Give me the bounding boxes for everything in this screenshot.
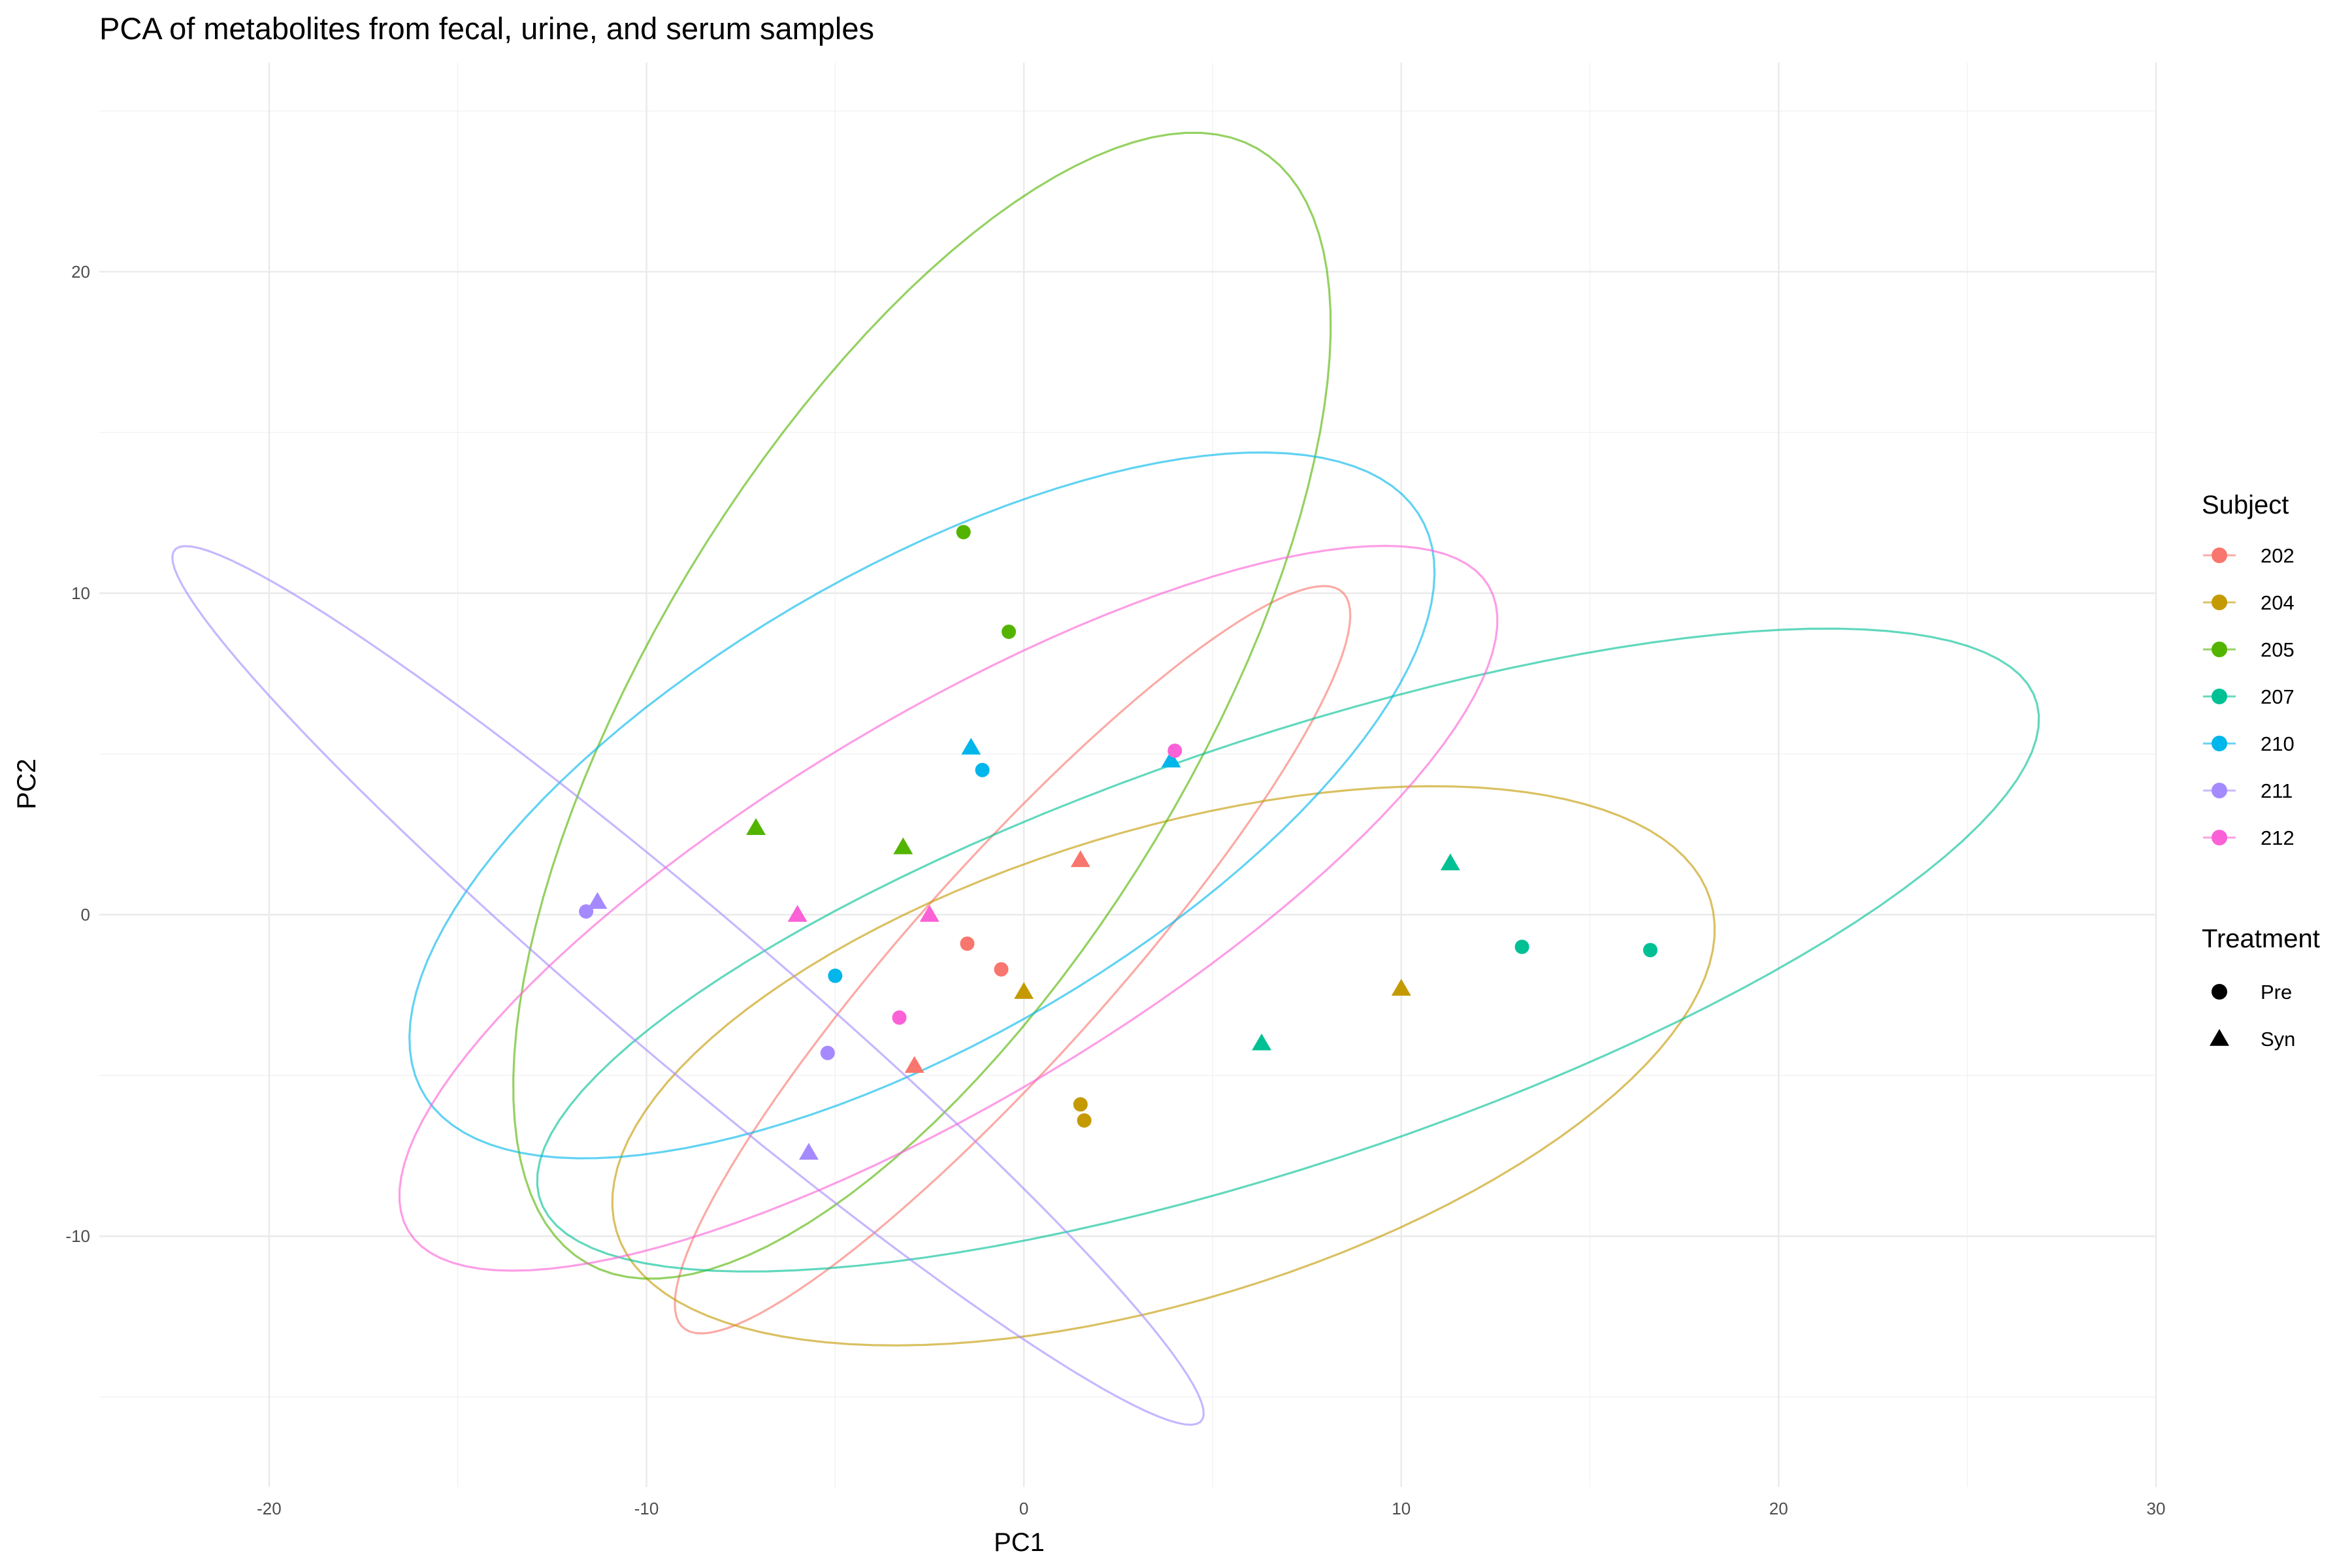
legend-entry-211: 211 [2203,779,2293,802]
legend-key-dot [2212,689,2227,704]
legend-label: 212 [2261,826,2295,849]
point-204-syn [1391,979,1411,996]
point-205-syn [893,837,913,855]
legend-entry-204: 204 [2203,591,2295,614]
ellipse-subject-207 [536,627,2040,1273]
legend-key-dot [2212,642,2227,657]
ellipse-subject-204 [611,785,1716,1347]
point-204-pre [1077,1113,1092,1128]
point-211-syn [798,1143,819,1160]
ellipse-subject-210 [408,451,1436,1160]
ellipse-subject-202 [674,585,1352,1335]
point-205-pre [1002,625,1017,640]
legend-label: 205 [2261,638,2295,661]
ellipse-subject-205 [512,131,1332,1280]
point-202-syn [904,1056,924,1073]
ellipse-subject-211 [171,545,1205,1426]
y-tick-label: 20 [71,262,90,282]
treatment-legend-entries: Pre Syn [2210,981,2295,1051]
legend-label: 204 [2261,591,2295,614]
point-212-pre [892,1010,907,1025]
legend-triangle-icon [2210,1029,2229,1046]
point-210-pre [975,762,990,777]
point-205-syn [746,818,766,835]
legend-title-treatment: Treatment [2202,924,2320,953]
chart-title: PCA of metabolites from fecal, urine, an… [99,11,874,46]
point-204-syn [1014,982,1034,999]
point-207-syn [1252,1033,1272,1051]
legend-entry-207: 207 [2203,685,2295,708]
x-tick-label: -20 [257,1499,282,1518]
legend-key-dot [2212,830,2227,845]
legend-label: 207 [2261,685,2295,708]
x-tick-label: 20 [1769,1499,1788,1518]
point-211-syn [587,892,608,909]
y-tick-label: 0 [81,905,90,924]
point-207-pre [1514,939,1529,955]
legend-label: 202 [2261,544,2295,567]
legend-label: 210 [2261,732,2295,755]
legend-title-subject: Subject [2202,491,2289,519]
x-axis-title: PC1 [994,1528,1045,1557]
legend-key-dot [2212,547,2227,563]
x-tick-label: -10 [634,1499,659,1518]
legend-entry-syn: Syn [2210,1028,2295,1051]
point-211-pre [820,1045,835,1060]
legend-key-dot [2212,783,2227,798]
legend-circle-icon [2212,984,2227,1000]
legend-entry-202: 202 [2203,544,2295,567]
legend-label: 211 [2261,779,2293,802]
grid-lines [99,63,2157,1487]
point-202-pre [994,962,1009,977]
point-204-pre [1073,1097,1088,1112]
point-202-syn [1070,850,1090,868]
point-202-pre [960,936,975,951]
point-212-syn [787,905,808,922]
axis-tick-labels: -20 -10 0 10 20 30 -10 0 10 20 [65,262,2165,1518]
legend-label: Pre [2261,981,2292,1004]
point-210-syn [1161,750,1181,768]
y-tick-label: 10 [71,583,90,603]
x-tick-label: 30 [2147,1499,2166,1518]
legend-entry-212: 212 [2203,826,2295,849]
legend-label: Syn [2261,1028,2295,1051]
legend-key-dot [2212,595,2227,610]
point-207-pre [1642,943,1658,958]
legend-entry-pre: Pre [2212,981,2292,1004]
y-tick-label: -10 [65,1226,90,1246]
ellipse-subject-212 [398,544,1499,1272]
subject-legend-entries: 202 204 205 207 210 211 212 [2203,544,2295,849]
point-205-pre [956,525,971,540]
legend-entry-205: 205 [2203,638,2295,661]
point-212-syn [919,905,939,922]
x-tick-label: 10 [1392,1499,1411,1518]
confidence-ellipses [171,131,2040,1426]
point-210-pre [828,968,843,983]
data-points [579,525,1658,1160]
point-212-pre [1168,743,1183,759]
legend-entry-210: 210 [2203,732,2295,755]
legend-key-dot [2212,736,2227,751]
y-axis-title: PC2 [12,759,41,809]
point-210-syn [961,738,981,755]
point-207-syn [1440,853,1460,871]
x-tick-label: 0 [1019,1499,1028,1518]
